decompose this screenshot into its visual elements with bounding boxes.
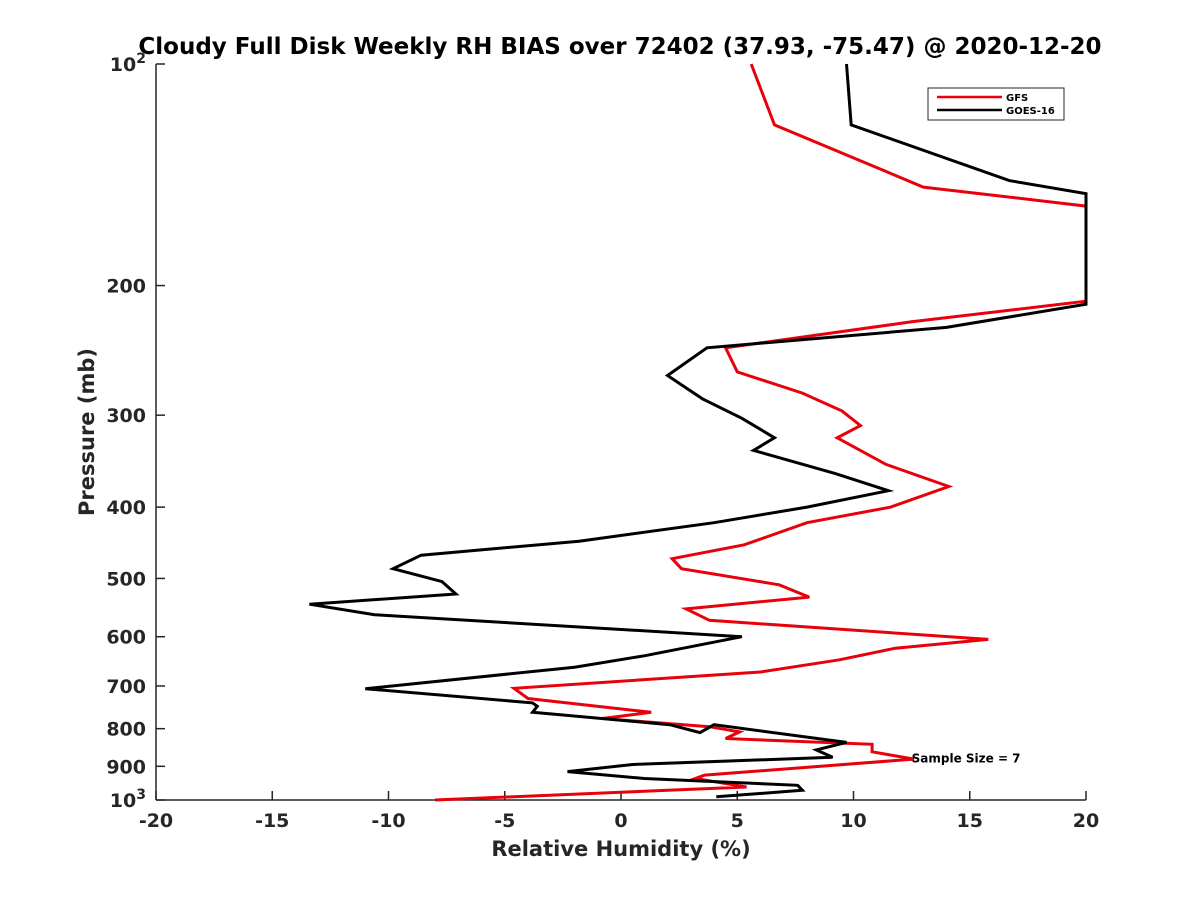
chart-title: Cloudy Full Disk Weekly RH BIAS over 724… [138,34,1101,60]
x-tick-label: -5 [494,810,515,832]
annotations: Sample Size = 7 [912,752,1021,766]
x-tick-label: 5 [731,810,744,832]
x-ticks: -20 -15 -10 -5 0 5 10 15 20 [139,791,1099,832]
y-tick-label: 102 [110,51,146,76]
y-tick-base: 900 [106,756,146,778]
y-tick-base: 200 [106,276,146,298]
x-tick-label: 10 [840,810,866,832]
x-tick-label: 20 [1073,810,1099,832]
y-axis-label: Pressure (mb) [75,348,99,516]
y-tick-exponent: 3 [136,787,146,803]
y-tick-base: 10 [110,790,136,812]
y-tick-label: 400 [106,497,146,519]
x-tick-label: -10 [371,810,405,832]
plot-area [155,64,1086,801]
legend-label-goes16: GOES-16 [1006,106,1055,117]
y-tick-exponent: 2 [136,51,146,67]
x-tick-label: -15 [255,810,289,832]
x-tick-label: 0 [614,810,627,832]
legend-label-gfs: GFS [1006,93,1028,104]
y-tick-base: 600 [106,627,146,649]
legend: GFS GOES-16 [927,87,1065,121]
x-tick-label: 15 [957,810,983,832]
y-tick-base: 800 [106,719,146,741]
x-axis-label: Relative Humidity (%) [491,837,750,861]
series-lines [309,63,1088,802]
y-tick-label: 600 [106,627,146,649]
y-tick-label: 500 [106,568,146,590]
y-tick-label: 103 [110,787,146,812]
y-tick-label: 800 [106,719,146,741]
series-line-goes16 [309,63,1088,799]
y-tick-base: 700 [106,676,146,698]
y-tick-label: 900 [106,756,146,778]
y-tick-label: 300 [106,405,146,427]
y-tick-base: 10 [110,54,136,76]
y-tick-base: 400 [106,497,146,519]
sample-size-annotation: Sample Size = 7 [912,752,1021,766]
x-tick-label: -20 [139,810,173,832]
y-tick-label: 200 [106,276,146,298]
legend-box [927,87,1065,121]
y-tick-base: 300 [106,405,146,427]
y-tick-base: 500 [106,568,146,590]
y-tick-label: 700 [106,676,146,698]
series-line-gfs [434,63,1088,802]
